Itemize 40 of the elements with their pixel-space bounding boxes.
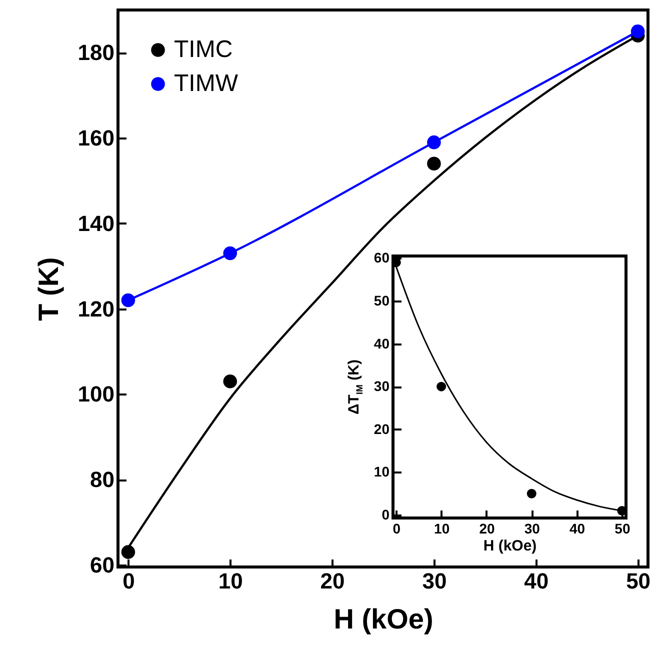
y-tick-label: 60 — [90, 552, 114, 578]
y-tick-label: 40 — [374, 335, 390, 352]
point — [427, 135, 441, 150]
y-tick-label: 20 — [374, 420, 390, 437]
point — [630, 24, 645, 38]
point — [526, 488, 536, 498]
x-axis-title: H (kOe) — [483, 538, 537, 554]
x-tick-label: 20 — [479, 520, 495, 536]
y-tick-label: 30 — [374, 378, 390, 394]
x-tick-label: 50 — [626, 568, 651, 594]
x-tick-label: 30 — [422, 568, 447, 594]
x-tick-label: 30 — [524, 520, 540, 536]
y-tick-label: 140 — [78, 210, 114, 236]
x-tick-label: 0 — [392, 520, 401, 536]
y-tick-label: 180 — [78, 40, 114, 66]
x-tick-label: 10 — [218, 568, 243, 594]
x-tick-label: 0 — [122, 568, 135, 594]
x-tick-label: 50 — [614, 520, 630, 536]
x-axis-title: H (kOe) — [334, 604, 434, 634]
y-tick-label: 80 — [90, 467, 114, 492]
y-axis-title: T (K) — [32, 257, 64, 321]
x-tick-label: 40 — [524, 568, 549, 594]
x-tick-label: 10 — [434, 520, 450, 536]
point — [121, 545, 136, 559]
y-tick-label: 60 — [374, 250, 390, 266]
point — [427, 156, 441, 171]
y-tick-label: 50 — [374, 292, 390, 308]
legend-label: TIMC — [174, 36, 233, 63]
y-tick-label: 100 — [78, 382, 114, 407]
point — [436, 382, 446, 392]
point — [223, 374, 238, 388]
x-tick-label: 40 — [569, 520, 586, 536]
y-tick-label: 160 — [78, 126, 114, 151]
legend-label: TIMW — [174, 70, 238, 97]
point — [121, 293, 136, 308]
y-tick-label: 120 — [78, 296, 114, 322]
y-tick-label: 0 — [382, 506, 390, 523]
point — [223, 246, 238, 260]
y-tick-label: 10 — [374, 464, 390, 480]
x-tick-label: 20 — [320, 568, 345, 594]
